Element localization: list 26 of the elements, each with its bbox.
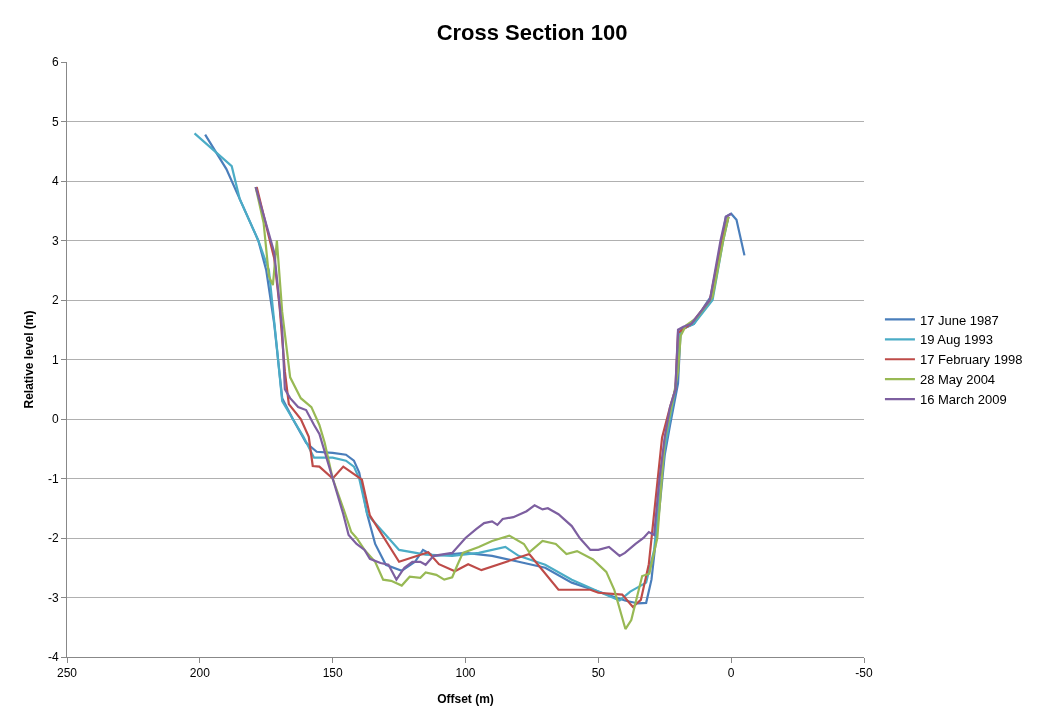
legend-label: 17 June 1987 bbox=[919, 312, 999, 328]
x-tick-label: 0 bbox=[727, 666, 735, 681]
chart-title: Cross Section 100 bbox=[436, 20, 628, 46]
x-tick-label: 150 bbox=[322, 666, 343, 681]
y-tick-label: 4 bbox=[51, 174, 59, 189]
legend-label: 16 March 2009 bbox=[919, 392, 1007, 408]
x-tick-label: 50 bbox=[591, 666, 606, 681]
y-tick-label: -2 bbox=[47, 531, 59, 546]
x-tick-label: 200 bbox=[189, 666, 211, 681]
y-tick-label: 3 bbox=[51, 233, 59, 248]
y-tick-label: 6 bbox=[51, 55, 59, 70]
x-axis-title: Offset (m) bbox=[437, 692, 494, 706]
y-tick-label: 2 bbox=[51, 293, 59, 308]
legend-label: 17 February 1998 bbox=[919, 352, 1023, 368]
legend-label: 19 Aug 1993 bbox=[919, 332, 993, 348]
y-tick-label: -3 bbox=[47, 590, 59, 605]
y-tick-label: -1 bbox=[47, 471, 59, 486]
y-tick-label: -4 bbox=[47, 650, 59, 665]
y-tick-label: 1 bbox=[51, 352, 59, 367]
x-tick-label: -50 bbox=[855, 666, 873, 681]
y-tick-label: 0 bbox=[51, 412, 59, 427]
y-tick-label: 5 bbox=[51, 114, 59, 129]
y-axis-title: Relative level (m) bbox=[22, 310, 36, 409]
legend-label: 28 May 2004 bbox=[919, 372, 996, 388]
x-tick-label: 250 bbox=[56, 666, 78, 681]
x-tick-label: 100 bbox=[455, 666, 476, 681]
